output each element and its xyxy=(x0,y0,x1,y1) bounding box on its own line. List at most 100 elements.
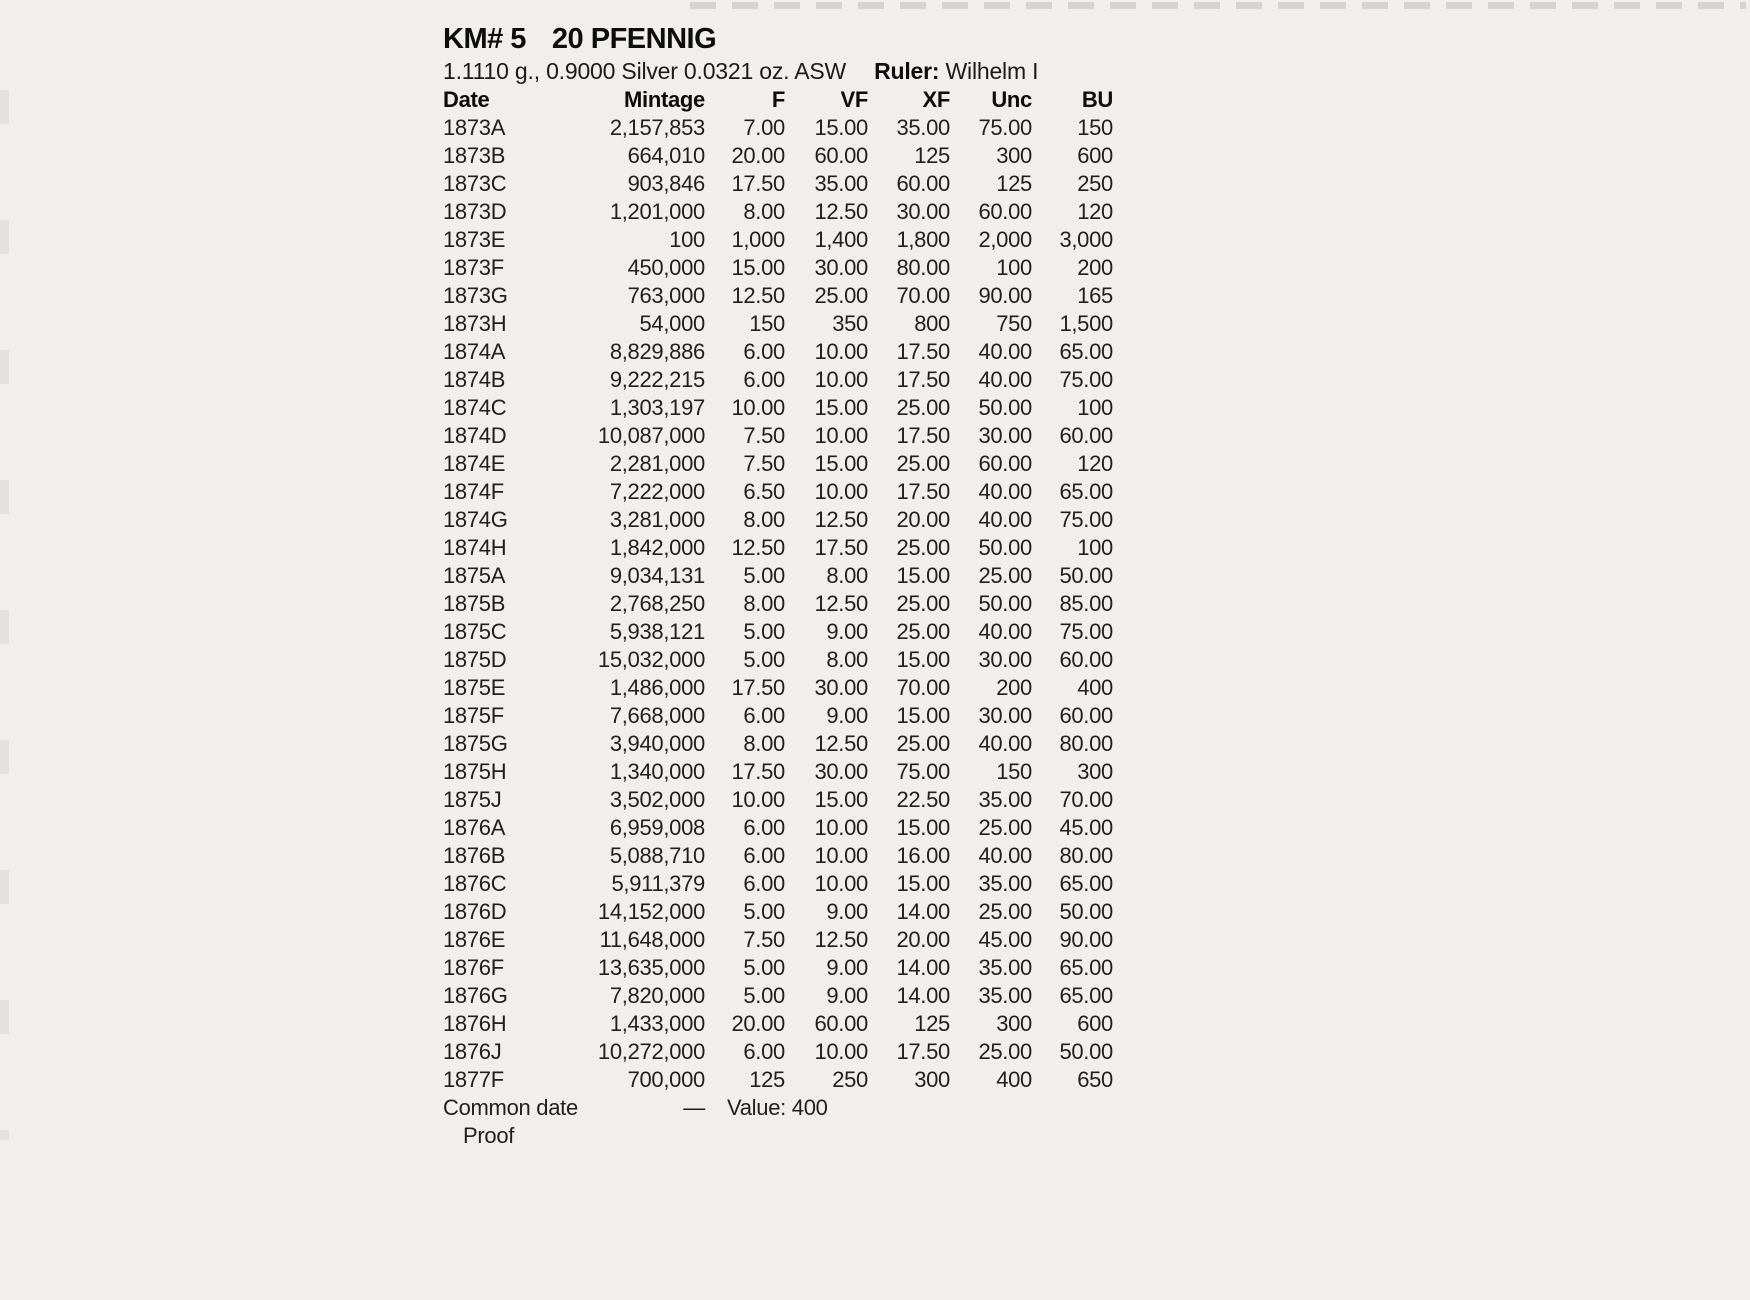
price-cell: 25.00 xyxy=(896,451,950,476)
price-cell: 2,768,250 xyxy=(609,591,705,616)
column-header-unc: Unc xyxy=(991,87,1032,112)
price-cell: 450,000 xyxy=(627,255,706,280)
scan-artifact-left xyxy=(0,90,9,1140)
date-cell: 1873B xyxy=(443,143,506,168)
price-cell: 30.00 xyxy=(814,255,868,280)
price-cell: 6,959,008 xyxy=(609,815,705,840)
price-cell: 7.50 xyxy=(743,423,785,448)
date-cell: 1873F xyxy=(443,255,504,280)
table-row: 1875D 15,032,000 5.00 8.00 15.00 30.00 60.00 xyxy=(443,646,1113,674)
date-cell: 1873D xyxy=(443,199,507,224)
price-cell: 17.50 xyxy=(896,367,950,392)
price-cell: 800 xyxy=(914,311,950,336)
price-table-footer: Common date — Value: 400 Proof xyxy=(443,1094,1113,1150)
table-row: 1873D 1,201,000 8.00 12.50 30.00 60.00 120 xyxy=(443,198,1113,226)
price-cell: 45.00 xyxy=(1059,815,1113,840)
table-row: 1876E 11,648,000 7.50 12.50 20.00 45.00 90.00 xyxy=(443,926,1113,954)
price-cell: 25.00 xyxy=(896,395,950,420)
price-cell: 40.00 xyxy=(978,731,1032,756)
price-cell: 35.00 xyxy=(978,871,1032,896)
price-cell: 15.00 xyxy=(896,647,950,672)
date-cell: 1876E xyxy=(443,927,506,952)
price-cell: 100 xyxy=(669,227,705,252)
price-cell: 15.00 xyxy=(896,563,950,588)
price-cell: 2,000 xyxy=(978,227,1032,252)
price-cell: 75.00 xyxy=(1059,367,1113,392)
price-cell: 40.00 xyxy=(978,619,1032,644)
table-row: 1875B 2,768,250 8.00 12.50 25.00 50.00 85.00 xyxy=(443,590,1113,618)
table-row: 1874D 10,087,000 7.50 10.00 17.50 30.00 60.00 xyxy=(443,422,1113,450)
price-cell: 10.00 xyxy=(814,479,868,504)
column-header-vf: VF xyxy=(840,87,868,112)
price-cell: 350 xyxy=(832,311,868,336)
table-row: 1877F 700,000 125 250 300 400 650 xyxy=(443,1066,1113,1094)
price-cell: 75.00 xyxy=(1059,619,1113,644)
date-cell: 1873C xyxy=(443,171,507,196)
price-cell: 600 xyxy=(1077,143,1113,168)
price-cell: 100 xyxy=(1077,395,1113,420)
price-cell: 10.00 xyxy=(731,395,785,420)
column-header-date: Date xyxy=(443,87,490,112)
price-cell: 7,668,000 xyxy=(609,703,705,728)
price-cell: 10.00 xyxy=(814,339,868,364)
price-cell: 664,010 xyxy=(627,143,706,168)
price-cell: 7.50 xyxy=(743,451,785,476)
price-cell: 10.00 xyxy=(814,815,868,840)
price-cell: 125 xyxy=(914,143,950,168)
price-cell: 120 xyxy=(1077,451,1113,476)
table-row: 1873C 903,846 17.50 35.00 60.00 125 250 xyxy=(443,170,1113,198)
price-cell: 60.00 xyxy=(814,1011,868,1036)
date-cell: 1876B xyxy=(443,843,506,868)
price-cell: 100 xyxy=(1077,535,1113,560)
price-cell: 45.00 xyxy=(978,927,1032,952)
table-row: 1875G 3,940,000 8.00 12.50 25.00 40.00 80.00 xyxy=(443,730,1113,758)
price-cell: 200 xyxy=(1077,255,1113,280)
price-cell: 6.00 xyxy=(743,367,785,392)
price-cell: 5,911,379 xyxy=(611,871,705,896)
price-cell: 5,088,710 xyxy=(609,843,705,868)
price-cell: 1,842,000 xyxy=(609,535,705,560)
price-cell: 90.00 xyxy=(978,283,1032,308)
price-cell: 3,281,000 xyxy=(609,507,705,532)
price-cell: 14.00 xyxy=(896,899,950,924)
ruler-value: Wilhelm I xyxy=(945,58,1039,84)
price-cell: 125 xyxy=(749,1067,785,1092)
proof-label: Proof xyxy=(463,1123,515,1148)
table-row: 1873F 450,000 15.00 30.00 80.00 100 200 xyxy=(443,254,1113,282)
price-cell: 65.00 xyxy=(1059,871,1113,896)
price-cell: 40.00 xyxy=(978,339,1032,364)
table-row: 1876H 1,433,000 20.00 60.00 125 300 600 xyxy=(443,1010,1113,1038)
price-cell: 85.00 xyxy=(1059,591,1113,616)
price-cell: 20.00 xyxy=(731,1011,785,1036)
table-row: 1874B 9,222,215 6.00 10.00 17.50 40.00 75.00 xyxy=(443,366,1113,394)
footer-spacer xyxy=(593,1122,1113,1150)
date-cell: 1876H xyxy=(443,1011,507,1036)
date-cell: 1875D xyxy=(443,647,507,672)
date-cell: 1876J xyxy=(443,1039,502,1064)
price-cell: 12.50 xyxy=(814,927,868,952)
price-table-header: Date Mintage F VF XF Unc BU xyxy=(443,86,1113,114)
column-header-mintage: Mintage xyxy=(623,87,705,112)
price-cell: 25.00 xyxy=(896,731,950,756)
date-cell: 1875G xyxy=(443,731,508,756)
price-cell: 9,222,215 xyxy=(609,367,705,392)
price-cell: 9,034,131 xyxy=(609,563,705,588)
price-cell: 60.00 xyxy=(1059,647,1113,672)
price-cell: 8.00 xyxy=(826,647,868,672)
price-cell: 5.00 xyxy=(743,619,785,644)
price-cell: 8.00 xyxy=(743,507,785,532)
price-cell: 75.00 xyxy=(896,759,950,784)
price-cell: 17.50 xyxy=(896,423,950,448)
denomination: 20 PFENNIG xyxy=(551,23,717,55)
price-cell: 75.00 xyxy=(978,115,1032,140)
price-cell: 6.00 xyxy=(743,871,785,896)
date-cell: 1874D xyxy=(443,423,507,448)
price-cell: 70.00 xyxy=(896,675,950,700)
price-cell: 30.00 xyxy=(978,423,1032,448)
price-cell: 7.00 xyxy=(743,115,785,140)
price-cell: 5.00 xyxy=(743,647,785,672)
price-cell: 12.50 xyxy=(731,535,785,560)
table-row: 1873A 2,157,853 7.00 15.00 35.00 75.00 150 xyxy=(443,114,1113,142)
price-cell: 150 xyxy=(749,311,785,336)
price-cell: 650 xyxy=(1077,1067,1113,1092)
